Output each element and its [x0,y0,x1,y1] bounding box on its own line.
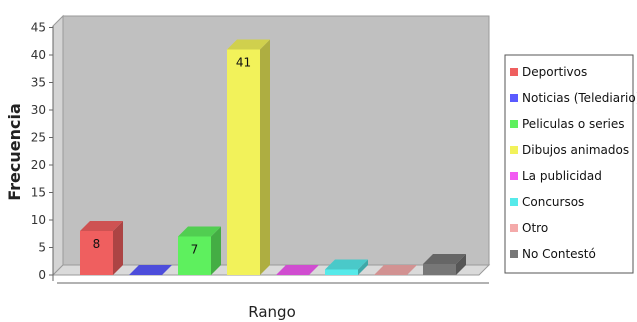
bar-top [423,254,466,264]
bar-top [325,259,368,270]
legend-swatch [510,198,518,206]
bar-value-label: 41 [236,56,251,70]
legend-label: Peliculas o series [522,117,625,131]
legend-swatch [510,146,518,154]
y-tick-label: 25 [31,131,46,145]
legend-label: Deportivos [522,65,587,79]
bar-top [80,221,123,231]
legend: Deportivos Noticias (Telediario) Peliculas… [504,54,637,274]
y-tick-label: 20 [31,158,46,172]
bar-group: 8 [80,221,123,275]
legend-swatch [510,172,518,180]
y-axis: 0 5 10 15 20 25 30 35 40 45 [31,21,54,282]
legend-swatch [510,94,518,102]
x-axis-title: Rango [248,303,296,321]
bar-side [260,39,270,275]
bars: 8 7 41 [80,39,466,275]
bar [227,49,260,275]
y-tick-label: 5 [38,241,46,255]
legend-label: La publicidad [522,169,602,183]
legend-swatch [510,250,518,258]
y-axis-title: Frecuencia [5,103,24,201]
y-tick-label: 35 [31,76,46,90]
legend-swatch [510,68,518,76]
bar-side [113,221,123,275]
plot-back-wall [62,15,490,266]
bar-group: 7 [178,226,221,275]
plot-left-wall [52,14,64,277]
legend-label: Dibujos animados [522,143,629,157]
y-tick-label: 15 [31,186,46,200]
legend-swatch [510,120,518,128]
bar-group [374,265,417,275]
y-tick-label: 10 [31,213,46,227]
bar-value-label: 7 [191,243,199,257]
bar-value-label: 8 [93,237,101,251]
bar-group [325,259,368,275]
bar-group [129,265,172,275]
bar-group [423,254,466,275]
legend-label: No Contestó [522,247,596,261]
bar [325,269,358,275]
bar-side [456,254,466,275]
bar-top [178,226,221,237]
legend-label: Noticias (Telediario) [522,91,637,105]
y-tick-label: 0 [38,268,46,282]
bar-side [358,259,368,275]
bar [423,264,456,275]
bar-side [211,226,221,275]
bar-top [227,39,270,50]
bar [80,231,113,275]
bar-top [276,265,319,275]
y-tick-label: 40 [31,48,46,62]
y-tick-label: 45 [31,21,46,35]
legend-box [504,54,634,274]
y-tick-label: 30 [31,103,46,117]
bar-group [276,265,319,275]
legend-label: Concursos [522,195,584,209]
legend-swatch [510,224,518,232]
legend-label: Otro [522,221,548,235]
bar-group: 41 [227,39,270,275]
bar-top [129,265,172,275]
bar [178,236,211,275]
bar-top [374,265,417,275]
